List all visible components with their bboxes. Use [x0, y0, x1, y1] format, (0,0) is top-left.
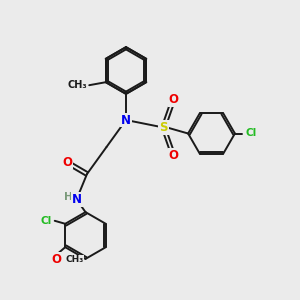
Text: Cl: Cl [40, 216, 52, 226]
Text: CH₃: CH₃ [65, 255, 83, 264]
Text: O: O [169, 93, 179, 106]
Text: N: N [72, 193, 82, 206]
Text: CH₃: CH₃ [67, 80, 87, 90]
Text: H: H [64, 192, 73, 202]
Text: Cl: Cl [245, 128, 256, 139]
Text: N: N [121, 113, 131, 127]
Text: S: S [159, 121, 168, 134]
Text: O: O [52, 253, 62, 266]
Text: O: O [62, 155, 73, 169]
Text: O: O [169, 149, 179, 162]
